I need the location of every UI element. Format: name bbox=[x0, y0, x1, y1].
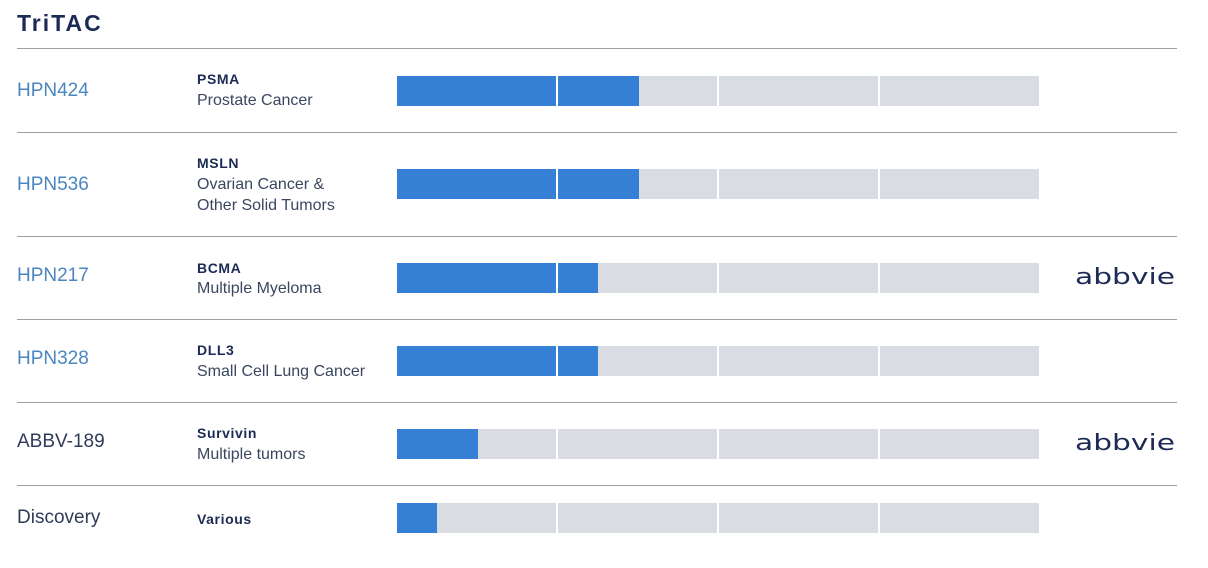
phase-track bbox=[558, 503, 717, 533]
phase-divider bbox=[556, 169, 558, 199]
progress-fill bbox=[397, 263, 598, 293]
phase-track bbox=[719, 263, 878, 293]
partner-logo: abbvie bbox=[1075, 431, 1175, 456]
phase-divider bbox=[878, 76, 880, 106]
row-divider bbox=[17, 319, 1177, 320]
progress-bar bbox=[397, 76, 1041, 106]
indication-text: Prostate Cancer bbox=[197, 92, 313, 109]
progress-fill bbox=[397, 429, 478, 459]
phase-divider bbox=[717, 503, 719, 533]
row-divider bbox=[17, 485, 1177, 486]
partner-logo-text: abbvie bbox=[1075, 265, 1175, 290]
program-link[interactable]: HPN536 bbox=[17, 174, 89, 195]
indication-text: Multiple tumors bbox=[197, 446, 306, 463]
phase-divider bbox=[717, 346, 719, 376]
partner-logo-text: abbvie bbox=[1075, 431, 1175, 456]
phase-track bbox=[719, 169, 878, 199]
pipeline-row: HPN328 DLL3 Small Cell Lung Cancer bbox=[0, 320, 1208, 402]
indication-text: Other Solid Tumors bbox=[197, 197, 335, 214]
phase-divider bbox=[717, 76, 719, 106]
program-link[interactable]: HPN328 bbox=[17, 348, 89, 369]
indication-text: Small Cell Lung Cancer bbox=[197, 363, 366, 380]
partner-logo: abbvie bbox=[1075, 265, 1175, 290]
progress-fill bbox=[397, 169, 639, 199]
phase-track bbox=[880, 429, 1039, 459]
phase-track bbox=[719, 503, 878, 533]
phase-track bbox=[719, 429, 878, 459]
phase-divider bbox=[717, 169, 719, 199]
phase-divider bbox=[878, 429, 880, 459]
phase-divider bbox=[556, 263, 558, 293]
phase-track bbox=[880, 503, 1039, 533]
program-name: Discovery bbox=[17, 507, 101, 528]
pipeline-row: HPN536 MSLN Ovarian Cancer & Other Solid Tu… bbox=[0, 133, 1208, 215]
phase-divider bbox=[556, 429, 558, 459]
progress-fill bbox=[397, 346, 598, 376]
progress-bar bbox=[397, 503, 1041, 533]
phase-divider bbox=[878, 169, 880, 199]
progress-fill bbox=[397, 503, 437, 533]
phase-track bbox=[880, 346, 1039, 376]
row-divider bbox=[17, 236, 1177, 237]
pipeline-row: Discovery Various bbox=[0, 486, 1208, 568]
pipeline-row: ABBV-189 Survivin Multiple tumors abbvie bbox=[0, 403, 1208, 485]
phase-track bbox=[719, 76, 878, 106]
phase-divider bbox=[878, 346, 880, 376]
phase-track bbox=[880, 169, 1039, 199]
phase-divider bbox=[556, 503, 558, 533]
pipeline-row: HPN424 PSMA Prostate Cancer bbox=[0, 50, 1208, 132]
phase-divider bbox=[556, 76, 558, 106]
program-link[interactable]: HPN217 bbox=[17, 265, 89, 286]
target-label: PSMA bbox=[197, 71, 240, 87]
progress-bar bbox=[397, 169, 1041, 199]
target-label: Various bbox=[197, 511, 252, 527]
target-label: Survivin bbox=[197, 425, 258, 441]
phase-divider bbox=[717, 263, 719, 293]
section-title: TriTAC bbox=[17, 10, 103, 36]
row-divider bbox=[17, 402, 1177, 403]
target-label: BCMA bbox=[197, 260, 242, 276]
progress-bar bbox=[397, 346, 1041, 376]
phase-divider bbox=[878, 263, 880, 293]
target-label: DLL3 bbox=[197, 342, 235, 358]
indication-text: Multiple Myeloma bbox=[197, 280, 322, 297]
phase-divider bbox=[556, 346, 558, 376]
indication-text: Ovarian Cancer & bbox=[197, 176, 325, 193]
phase-track bbox=[880, 263, 1039, 293]
phase-track bbox=[558, 429, 717, 459]
progress-bar bbox=[397, 429, 1041, 459]
row-divider bbox=[17, 132, 1177, 133]
phase-track bbox=[880, 76, 1039, 106]
progress-bar bbox=[397, 263, 1041, 293]
phase-divider bbox=[717, 429, 719, 459]
program-link[interactable]: HPN424 bbox=[17, 80, 89, 101]
target-label: MSLN bbox=[197, 155, 240, 171]
phase-divider bbox=[878, 503, 880, 533]
phase-track bbox=[719, 346, 878, 376]
pipeline-row: HPN217 BCMA Multiple Myeloma abbvie bbox=[0, 237, 1208, 319]
program-name: ABBV-189 bbox=[17, 431, 105, 452]
header-divider bbox=[17, 48, 1177, 49]
progress-fill bbox=[397, 76, 639, 106]
